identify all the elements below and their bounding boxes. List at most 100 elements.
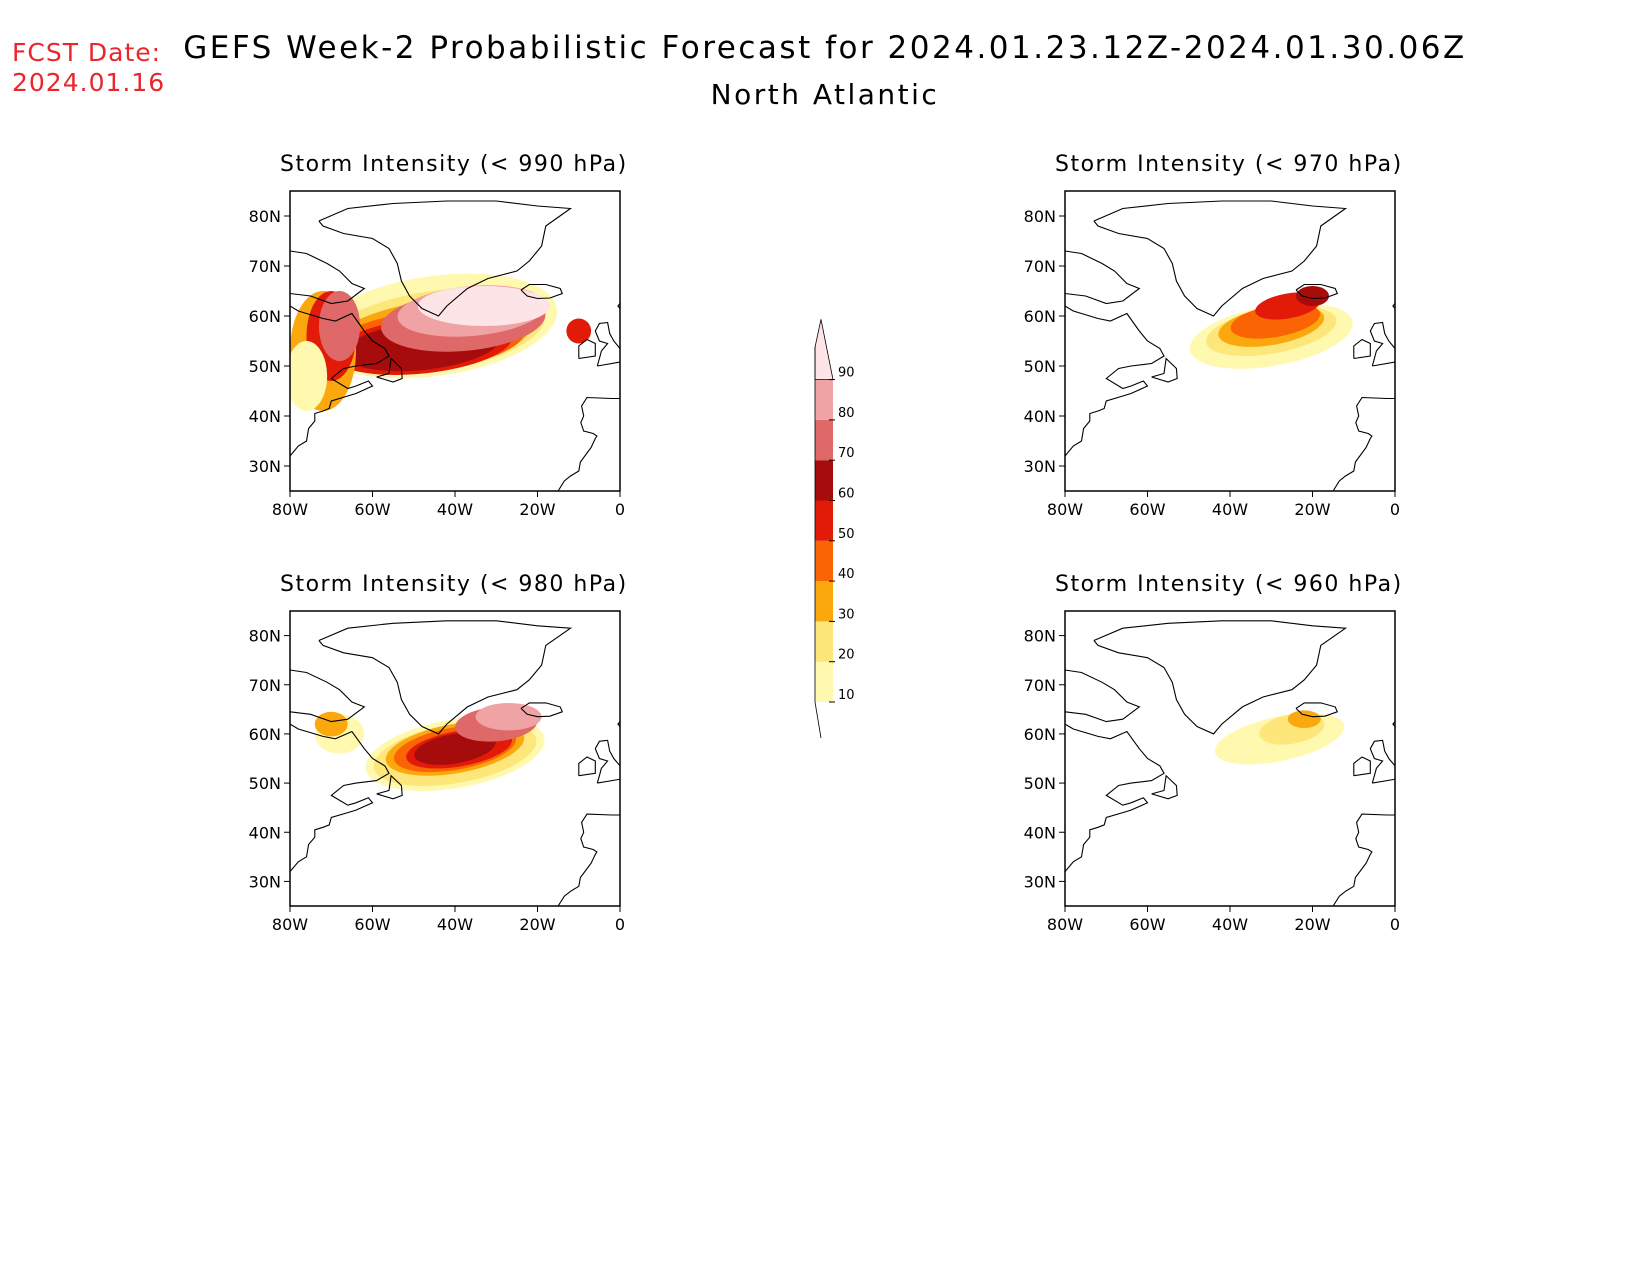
coastline xyxy=(557,396,620,491)
lat-tick-label: 50N xyxy=(1024,357,1056,376)
colorbar-segment xyxy=(815,621,833,662)
lat-tick-label: 40N xyxy=(249,823,281,842)
lat-tick-label: 50N xyxy=(1024,774,1056,793)
lat-tick-label: 40N xyxy=(1024,407,1056,426)
lat-tick-label: 60N xyxy=(1024,307,1056,326)
lat-tick-label: 40N xyxy=(1024,823,1056,842)
colorbar-segment xyxy=(815,540,833,582)
lat-tick-label: 50N xyxy=(249,774,281,793)
coastline xyxy=(594,321,620,367)
page-subtitle: North Atlantic xyxy=(710,78,940,111)
lon-tick-label: 0 xyxy=(615,915,625,934)
coastline xyxy=(1353,756,1371,777)
lon-tick-label: 0 xyxy=(615,500,625,519)
coastline xyxy=(1295,283,1339,300)
map-panel-p990: 80W 60W 40W 20W 0 80N 70N 60N 50N 40N 30N xyxy=(249,190,625,519)
lon-tick-label: 60W xyxy=(1129,915,1165,934)
probability-contour xyxy=(414,732,496,765)
coastline xyxy=(290,669,366,723)
coastline xyxy=(290,305,390,457)
lon-tick-label: 60W xyxy=(354,915,390,934)
lon-tick-label: 80W xyxy=(272,500,308,519)
coastline xyxy=(1151,357,1178,383)
coastline xyxy=(520,702,564,718)
lon-tick-label: 20W xyxy=(519,915,555,934)
colorbar-segment xyxy=(815,500,833,541)
colorbar-label: 40 xyxy=(838,567,855,582)
probability-contour xyxy=(1296,286,1329,306)
probability-contour xyxy=(318,291,361,361)
colorbar-label: 80 xyxy=(838,406,855,421)
coastline xyxy=(1332,396,1395,491)
coastline xyxy=(1332,813,1395,906)
panel-title-980: Storm Intensity (< 980 hPa) xyxy=(280,572,628,597)
map-panel-p960: 80W 60W 40W 20W 0 80N 70N 60N 50N 40N 30N xyxy=(1024,610,1400,934)
probability-contour xyxy=(290,341,328,411)
forecast-date-value: 2024.01.16 xyxy=(12,68,166,97)
colorbar: 10 20 30 40 50 60 70 80 90 xyxy=(814,319,855,739)
colorbar-segment xyxy=(815,661,833,702)
probability-contour xyxy=(314,711,348,737)
coastline xyxy=(1369,739,1395,784)
coastline xyxy=(1369,321,1395,367)
coastline xyxy=(318,620,573,735)
coastline xyxy=(1065,305,1165,457)
colorbar-segment xyxy=(814,319,834,380)
lon-tick-label: 60W xyxy=(1129,500,1165,519)
coastline xyxy=(1065,669,1141,723)
coastline xyxy=(594,739,620,784)
colorbar-label: 30 xyxy=(838,607,855,622)
coastline xyxy=(290,723,390,872)
probability-field-p970 xyxy=(1065,200,1395,491)
colorbar-segment xyxy=(815,460,833,501)
coastline xyxy=(1093,620,1348,735)
probability-contour xyxy=(417,286,550,326)
lon-tick-label: 0 xyxy=(1390,500,1400,519)
coastline xyxy=(578,756,596,777)
lat-tick-label: 70N xyxy=(249,676,281,695)
panel-title-990: Storm Intensity (< 990 hPa) xyxy=(280,152,628,177)
lat-tick-label: 70N xyxy=(1024,257,1056,276)
lon-tick-label: 20W xyxy=(519,500,555,519)
lat-tick-label: 70N xyxy=(1024,676,1056,695)
colorbar-label: 10 xyxy=(838,688,855,703)
coastline xyxy=(557,813,620,906)
lon-tick-label: 20W xyxy=(1294,500,1330,519)
lon-tick-label: 20W xyxy=(1294,915,1330,934)
coastline xyxy=(1093,200,1348,317)
lat-tick-label: 30N xyxy=(1024,457,1056,476)
colorbar-segment xyxy=(815,419,833,461)
lon-tick-label: 40W xyxy=(437,915,473,934)
lon-tick-label: 0 xyxy=(1390,915,1400,934)
colorbar-segment xyxy=(815,581,833,622)
coastline xyxy=(376,774,403,800)
coastline xyxy=(578,338,596,360)
coastline xyxy=(1151,774,1178,800)
coastline xyxy=(376,357,403,383)
probability-contour xyxy=(475,702,542,731)
lat-tick-label: 50N xyxy=(249,357,281,376)
lat-tick-label: 70N xyxy=(249,257,281,276)
coastline xyxy=(520,283,564,300)
forecast-date-label: FCST Date: xyxy=(12,38,162,67)
probability-contour xyxy=(1287,710,1321,729)
colorbar-segment xyxy=(815,379,833,420)
coastline xyxy=(290,250,366,305)
lat-tick-label: 80N xyxy=(249,207,281,226)
colorbar-label: 60 xyxy=(838,487,855,502)
lon-tick-label: 40W xyxy=(437,500,473,519)
map-panel-p980: 80W 60W 40W 20W 0 80N 70N 60N 50N 40N 30N xyxy=(249,610,625,934)
page-title: GEFS Week-2 Probabilistic Forecast for 2… xyxy=(183,30,1467,66)
lat-tick-label: 30N xyxy=(249,457,281,476)
colorbar-label: 90 xyxy=(838,366,855,381)
lat-tick-label: 40N xyxy=(249,407,281,426)
forecast-date-block: FCST Date: 2024.01.16 xyxy=(12,38,165,98)
lon-tick-label: 80W xyxy=(272,915,308,934)
lat-tick-label: 30N xyxy=(1024,872,1056,891)
map-panel-p970: 80W 60W 40W 20W 0 80N 70N 60N 50N 40N 30N xyxy=(1024,190,1400,519)
lat-tick-label: 80N xyxy=(1024,207,1056,226)
panel-title-970: Storm Intensity (< 970 hPa) xyxy=(1055,152,1403,177)
panel-title-960: Storm Intensity (< 960 hPa) xyxy=(1055,572,1403,597)
coastline xyxy=(1065,250,1141,305)
coastline xyxy=(1065,723,1165,872)
